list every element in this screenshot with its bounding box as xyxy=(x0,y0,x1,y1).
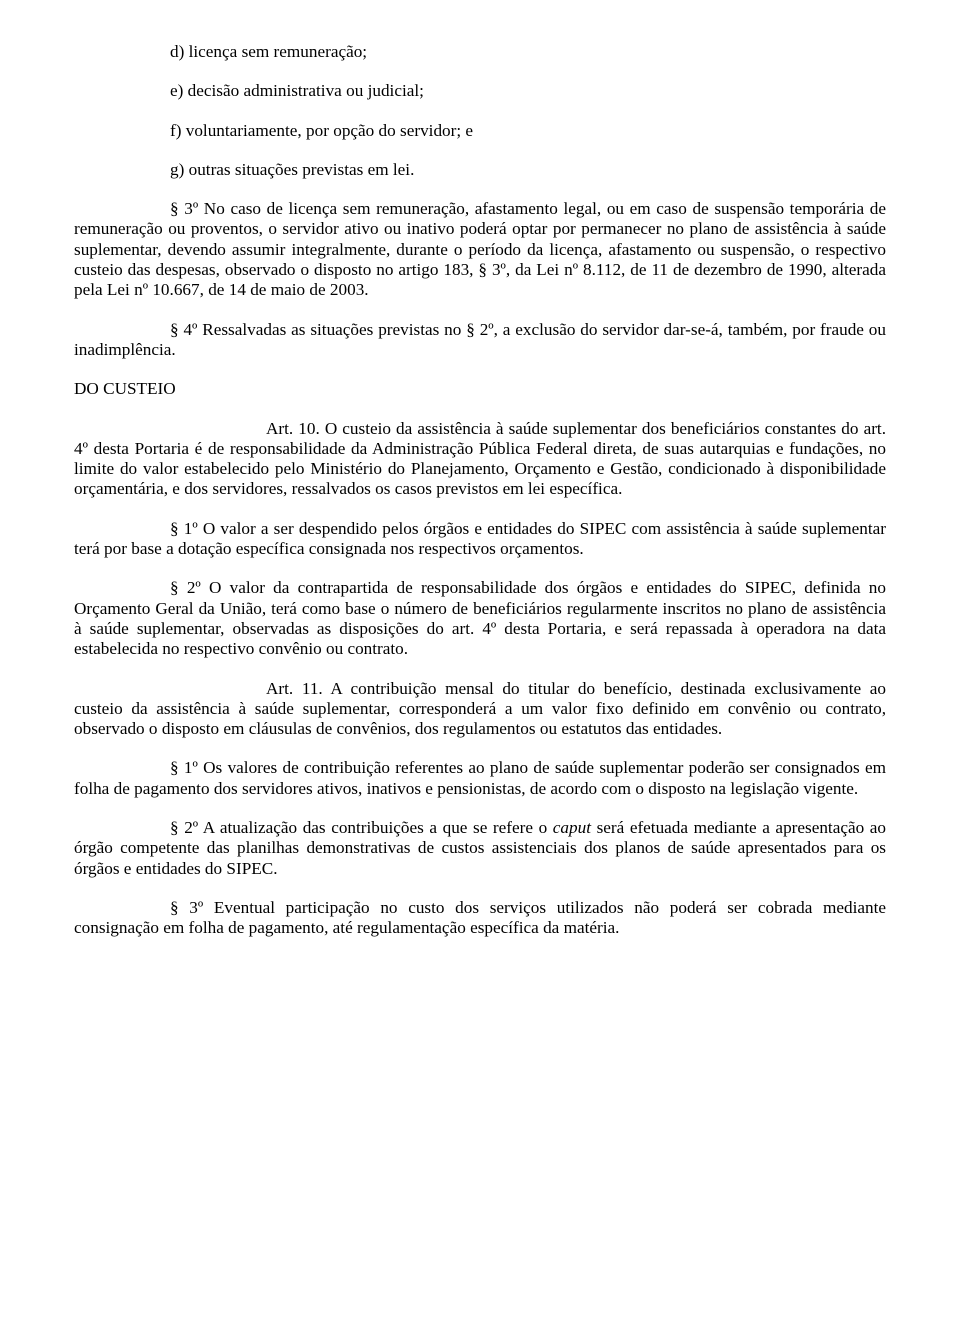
paragraph-s3: § 3º No caso de licença sem remuneração,… xyxy=(74,199,886,300)
paragraph-art11: Art. 11. A contribuição mensal do titula… xyxy=(74,679,886,740)
paragraph-art10-s2: § 2º O valor da contrapartida de respons… xyxy=(74,578,886,659)
paragraph-art11-s2: § 2º A atualização das contribuições a q… xyxy=(74,818,886,879)
paragraph-art11-s3: § 3º Eventual participação no custo dos … xyxy=(74,898,886,939)
list-item-e: e) decisão administrativa ou judicial; xyxy=(74,81,886,101)
paragraph-art11-s1: § 1º Os valores de contribuição referent… xyxy=(74,758,886,799)
list-item-g: g) outras situações previstas em lei. xyxy=(74,160,886,180)
paragraph-art10-s1: § 1º O valor a ser despendido pelos órgã… xyxy=(74,519,886,560)
caput-italic: caput xyxy=(553,818,591,837)
art11-s2-pre: § 2º A atualização das contribuições a q… xyxy=(170,818,553,837)
paragraph-art10: Art. 10. O custeio da assistência à saúd… xyxy=(74,419,886,500)
section-heading-custeio: DO CUSTEIO xyxy=(74,379,886,399)
list-item-f: f) voluntariamente, por opção do servido… xyxy=(74,121,886,141)
paragraph-s4: § 4º Ressalvadas as situações previstas … xyxy=(74,320,886,361)
list-item-d: d) licença sem remuneração; xyxy=(74,42,886,62)
